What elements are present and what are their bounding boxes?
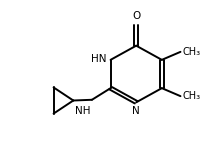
Text: HN: HN bbox=[91, 54, 107, 64]
Text: O: O bbox=[132, 11, 140, 21]
Text: N: N bbox=[132, 106, 140, 115]
Text: CH₃: CH₃ bbox=[182, 91, 200, 101]
Text: CH₃: CH₃ bbox=[182, 47, 200, 57]
Text: NH: NH bbox=[75, 106, 90, 116]
